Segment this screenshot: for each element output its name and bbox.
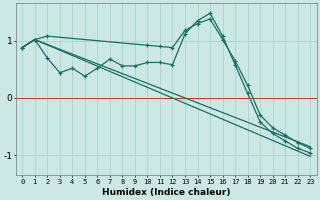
X-axis label: Humidex (Indice chaleur): Humidex (Indice chaleur) bbox=[102, 188, 230, 197]
